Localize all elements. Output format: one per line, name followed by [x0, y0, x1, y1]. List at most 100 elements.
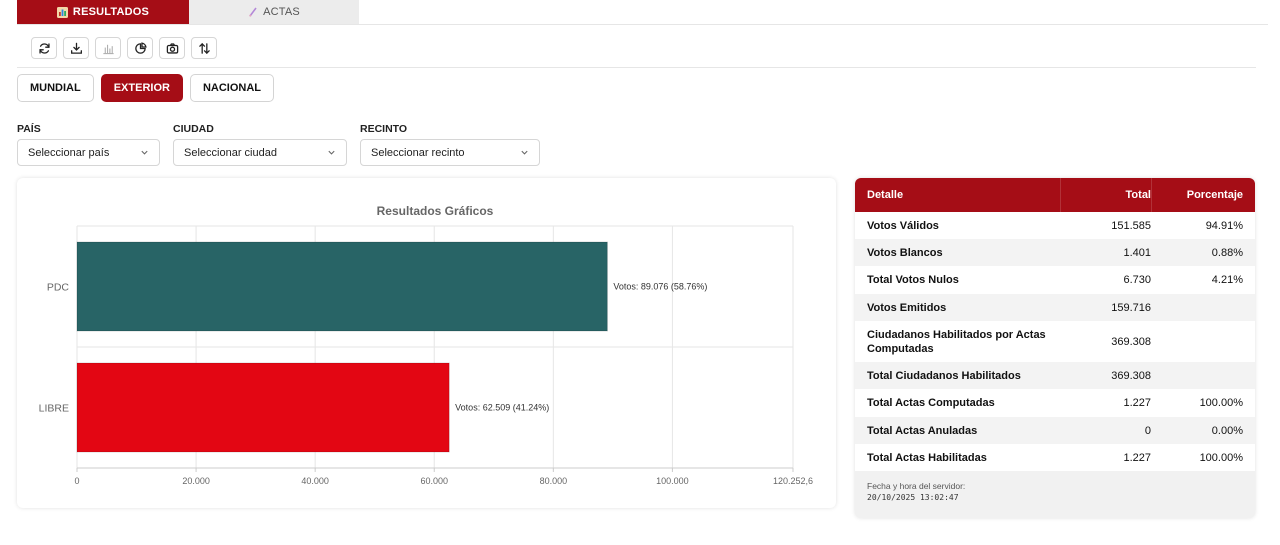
row-total: 369.308: [1111, 369, 1151, 382]
bar-data-label: Votos: 62.509 (41.24%): [455, 403, 549, 413]
pie-chart-icon: [134, 41, 147, 54]
camera-icon: [166, 42, 178, 54]
row-detail: Total Actas Habilitadas: [867, 451, 987, 464]
bar-chart-icon: [56, 6, 68, 18]
row-percentage: 100.00%: [1199, 451, 1243, 464]
chevron-down-icon: [521, 150, 528, 155]
tab-actas-label: ACTAS: [263, 6, 300, 18]
scope-selector: MUNDIAL EXTERIOR NACIONAL: [17, 74, 275, 102]
row-detail: Ciudadanos Habilitados por Actas Computa…: [867, 328, 1046, 355]
pais-select[interactable]: Seleccionar país: [17, 139, 160, 166]
refresh-button[interactable]: [31, 37, 57, 59]
row-detail: Total Ciudadanos Habilitados: [867, 369, 1021, 382]
chevron-down-icon: [141, 150, 148, 155]
filter-ciudad-label: CIUDAD: [173, 123, 214, 135]
bar-chart-button[interactable]: [95, 37, 121, 59]
results-table-card: Detalle Total Porcentaje Votos Válidos 15…: [855, 178, 1255, 518]
row-total: 369.308: [1111, 335, 1151, 348]
row-percentage: 94.91%: [1205, 219, 1243, 232]
sort-icon: [198, 42, 210, 54]
recinto-select[interactable]: Seleccionar recinto: [360, 139, 540, 166]
refresh-icon: [38, 42, 50, 54]
chart-title: Resultados Gráficos: [377, 204, 494, 218]
chart-card: Resultados Gráficos 0 20.000 40.000 60.000 80…: [17, 178, 836, 508]
screenshot-button[interactable]: [159, 37, 185, 59]
row-total: 0: [1144, 424, 1151, 437]
row-total: 1.227: [1123, 397, 1151, 409]
y-category-label: LIBRE: [39, 403, 69, 415]
table-row: Votos Válidos 151.585 94.91%: [855, 212, 1255, 239]
table-row: Ciudadanos Habilitados por Actas Computa…: [855, 321, 1255, 362]
x-tick-label: 20.000: [182, 476, 210, 486]
table-row: Total Actas Computadas 1.227 100.00%: [855, 389, 1255, 417]
table-row: Total Actas Habilitadas 1.227 100.00%: [855, 444, 1255, 471]
sort-button[interactable]: [191, 37, 217, 59]
row-detail: Votos Válidos: [867, 219, 939, 232]
scope-exterior-button[interactable]: EXTERIOR: [100, 74, 183, 102]
row-percentage: [1151, 362, 1255, 389]
server-time-value: 20/10/2025 13:02:47: [867, 493, 959, 502]
document-icon: [249, 7, 257, 17]
bar-data-label: Votos: 89.076 (58.76%): [613, 282, 707, 292]
server-time-label: Fecha y hora del servidor:: [867, 481, 966, 491]
filter-recinto-label: RECINTO: [360, 123, 408, 135]
filter-ciudad: CIUDAD Seleccionar ciudad: [173, 123, 347, 166]
row-detail: Total Actas Computadas: [867, 397, 995, 409]
scope-nacional-button[interactable]: NACIONAL: [189, 74, 275, 102]
tabs-divider: [17, 24, 1268, 25]
toolbar-divider: [17, 67, 1256, 68]
row-total: 159.716: [1111, 301, 1151, 314]
bar: [76, 241, 608, 332]
filter-pais: PAÍS Seleccionar país: [17, 123, 160, 166]
x-tick-label: 100.000: [656, 476, 689, 486]
tab-actas[interactable]: ACTAS: [189, 0, 359, 24]
row-percentage: 4.21%: [1211, 274, 1243, 286]
table-body: Votos Válidos 151.585 94.91% Votos Blancos 1…: [855, 212, 1255, 471]
y-category-label: PDC: [47, 282, 70, 294]
x-tick-label: 0: [74, 476, 79, 486]
server-time-footer: Fecha y hora del servidor: 20/10/2025 13…: [855, 471, 1255, 513]
row-total: 151.585: [1111, 219, 1151, 232]
scope-mundial-button[interactable]: MUNDIAL: [17, 74, 94, 102]
row-total: 6.730: [1123, 274, 1151, 286]
table-row: Total Votos Nulos 6.730 4.21%: [855, 266, 1255, 294]
row-percentage: 100.00%: [1199, 397, 1243, 409]
header-porcentaje: Porcentaje: [1151, 178, 1255, 212]
bar: [76, 362, 450, 453]
row-detail: Total Actas Anuladas: [867, 424, 978, 437]
ciudad-select[interactable]: Seleccionar ciudad: [173, 139, 347, 166]
table-row: Total Actas Anuladas 0 0.00%: [855, 417, 1255, 444]
table-row: Votos Blancos 1.401 0.88%: [855, 239, 1255, 266]
pie-chart-button[interactable]: [127, 37, 153, 59]
row-total: 1.401: [1123, 246, 1151, 259]
download-icon: [70, 42, 82, 54]
header-detalle: Detalle: [867, 189, 904, 201]
row-total: 1.227: [1123, 451, 1151, 464]
download-button[interactable]: [63, 37, 89, 59]
row-detail: Votos Blancos: [867, 246, 943, 259]
filter-recinto: RECINTO Seleccionar recinto: [360, 123, 540, 166]
row-percentage: 0.00%: [1211, 424, 1243, 437]
top-tabs: RESULTADOS ACTAS: [17, 0, 359, 24]
row-detail: Total Votos Nulos: [867, 274, 959, 286]
filter-pais-label: PAÍS: [17, 123, 41, 135]
table-header: Detalle Total Porcentaje: [855, 178, 1255, 212]
row-percentage: [1151, 294, 1255, 321]
pais-select-value: Seleccionar país: [28, 146, 110, 159]
x-tick-label: 120.252,6: [773, 476, 813, 486]
x-tick-label: 80.000: [540, 476, 568, 486]
chevron-down-icon: [328, 150, 335, 155]
toolbar: [31, 37, 217, 59]
header-total: Total: [1060, 178, 1151, 212]
table-row: Votos Emitidos 159.716: [855, 294, 1255, 321]
row-percentage: 0.88%: [1211, 246, 1243, 259]
ciudad-select-value: Seleccionar ciudad: [184, 146, 277, 159]
tab-resultados[interactable]: RESULTADOS: [17, 0, 189, 24]
recinto-select-value: Seleccionar recinto: [371, 146, 465, 159]
x-tick-label: 60.000: [420, 476, 448, 486]
tab-resultados-label: RESULTADOS: [72, 6, 150, 18]
results-bar-chart: Resultados Gráficos 0 20.000 40.000 60.000 80…: [39, 204, 813, 486]
table-row: Total Ciudadanos Habilitados 369.308: [855, 362, 1255, 389]
bar-chart-icon: [102, 44, 114, 54]
row-detail: Votos Emitidos: [867, 301, 947, 314]
